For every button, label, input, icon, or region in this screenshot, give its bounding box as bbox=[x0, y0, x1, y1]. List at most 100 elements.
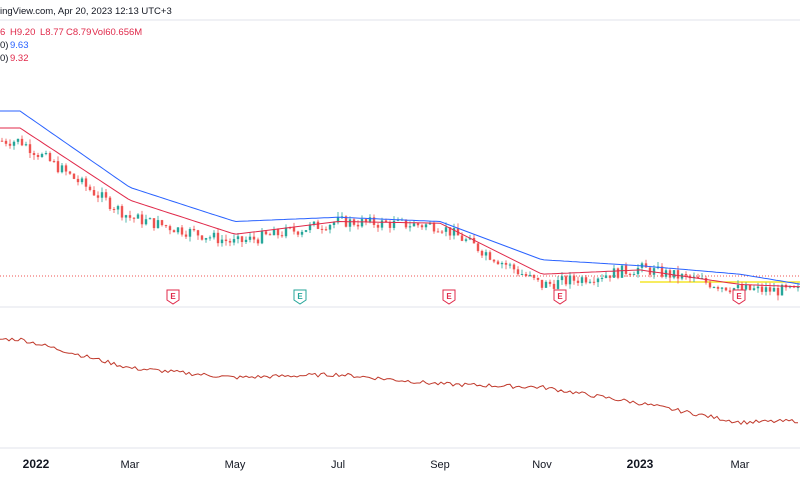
candle bbox=[56, 156, 60, 174]
candle bbox=[420, 224, 424, 230]
ma1-value: 9.63 bbox=[10, 40, 29, 51]
candle bbox=[528, 271, 532, 277]
candle bbox=[632, 271, 636, 276]
ohlc-prefix: 6 bbox=[0, 27, 5, 38]
candle bbox=[556, 276, 560, 290]
candle bbox=[424, 223, 428, 231]
candle bbox=[552, 279, 556, 292]
candle bbox=[156, 215, 160, 229]
earnings-marker-label: E bbox=[170, 292, 176, 301]
candle bbox=[696, 273, 700, 279]
candle bbox=[312, 221, 316, 227]
candle bbox=[12, 140, 16, 150]
candle bbox=[80, 176, 84, 185]
candle bbox=[184, 230, 188, 240]
ohlc-volume: Vol60.656M bbox=[92, 27, 142, 38]
candle bbox=[464, 237, 468, 243]
candle bbox=[412, 220, 416, 227]
candle bbox=[476, 242, 480, 253]
candle bbox=[0, 137, 4, 142]
candle bbox=[224, 234, 228, 246]
candle bbox=[536, 277, 540, 282]
candle bbox=[304, 229, 308, 233]
candle bbox=[180, 224, 184, 237]
candle bbox=[724, 287, 728, 292]
candle bbox=[772, 283, 776, 292]
x-tick-label: Jul bbox=[331, 459, 345, 471]
candle bbox=[488, 250, 492, 261]
candle bbox=[456, 223, 460, 236]
candle bbox=[264, 230, 268, 236]
candle bbox=[372, 214, 376, 228]
candle bbox=[656, 261, 660, 270]
candle bbox=[200, 235, 204, 241]
candle bbox=[628, 272, 632, 277]
candle bbox=[600, 274, 604, 282]
candle bbox=[504, 260, 508, 270]
candle bbox=[100, 187, 104, 203]
candle bbox=[680, 273, 684, 281]
earnings-marker[interactable]: E bbox=[442, 289, 456, 305]
candle bbox=[84, 176, 88, 191]
candle bbox=[764, 282, 768, 296]
candle bbox=[608, 275, 612, 282]
candle bbox=[744, 282, 748, 291]
candle bbox=[116, 204, 120, 215]
candle bbox=[748, 284, 752, 291]
candle bbox=[140, 210, 144, 228]
candle bbox=[220, 234, 224, 247]
candle bbox=[188, 227, 192, 242]
candle bbox=[324, 226, 328, 232]
candle bbox=[780, 283, 784, 296]
candle bbox=[576, 276, 580, 286]
candle bbox=[548, 279, 552, 287]
candle bbox=[160, 219, 164, 227]
candle bbox=[596, 277, 600, 287]
earnings-marker[interactable]: E bbox=[732, 289, 746, 305]
candle bbox=[104, 188, 108, 201]
candle bbox=[336, 212, 340, 225]
candle bbox=[768, 282, 772, 296]
candle bbox=[416, 222, 420, 228]
candle bbox=[276, 228, 280, 239]
candle bbox=[404, 219, 408, 230]
candle bbox=[172, 229, 176, 233]
candle bbox=[508, 262, 512, 269]
candle bbox=[28, 139, 32, 159]
candle bbox=[588, 279, 592, 284]
ohlc-close: C8.79 bbox=[66, 27, 91, 38]
candle bbox=[604, 271, 608, 279]
candle bbox=[284, 224, 288, 239]
earnings-marker[interactable]: E bbox=[553, 289, 567, 305]
candle bbox=[164, 224, 168, 228]
earnings-marker[interactable]: E bbox=[166, 289, 180, 305]
chart-legend: ingView.com, Apr 20, 2023 12:13 UTC+3 6 … bbox=[0, 6, 172, 64]
candle bbox=[636, 264, 640, 278]
candle bbox=[168, 224, 172, 235]
candle bbox=[300, 229, 304, 238]
candle bbox=[568, 272, 572, 289]
candle bbox=[472, 234, 476, 244]
indicator-line bbox=[0, 337, 799, 426]
candle bbox=[144, 214, 148, 226]
candle bbox=[4, 138, 8, 147]
candle bbox=[192, 225, 196, 232]
candle bbox=[784, 283, 788, 291]
candle bbox=[572, 273, 576, 285]
candle bbox=[148, 217, 152, 220]
candle bbox=[208, 235, 212, 241]
candle bbox=[532, 274, 536, 281]
ma2-prefix: 0) bbox=[0, 53, 8, 64]
candle bbox=[308, 222, 312, 233]
earnings-marker[interactable]: E bbox=[293, 289, 307, 305]
candle bbox=[272, 226, 276, 236]
candle bbox=[176, 226, 180, 235]
candle bbox=[436, 228, 440, 233]
candle bbox=[512, 263, 516, 274]
candle bbox=[500, 261, 504, 269]
candle bbox=[392, 216, 396, 231]
candle bbox=[560, 272, 564, 285]
candle bbox=[136, 213, 140, 219]
candle bbox=[256, 237, 260, 246]
